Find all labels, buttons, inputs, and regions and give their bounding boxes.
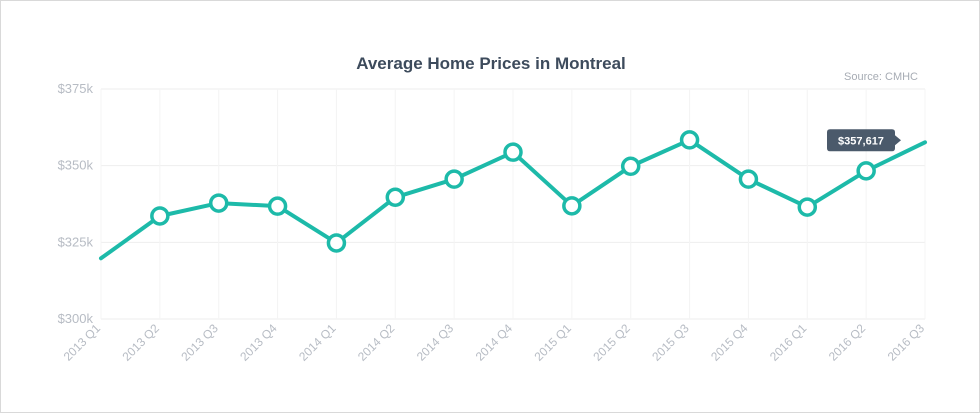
data-point[interactable] xyxy=(620,156,641,177)
data-point[interactable] xyxy=(267,196,288,216)
x-tick-label: 2014 Q4 xyxy=(473,321,516,364)
x-tick-label: 2016 Q2 xyxy=(826,321,869,364)
data-point[interactable] xyxy=(326,233,347,253)
data-point[interactable] xyxy=(385,187,406,208)
data-point[interactable] xyxy=(208,193,229,213)
x-tick-label: 2014 Q1 xyxy=(296,321,339,364)
x-tick-label: 2014 Q2 xyxy=(355,321,398,364)
x-tick-label: 2013 Q2 xyxy=(120,321,163,364)
data-point[interactable] xyxy=(797,197,818,217)
markers-layer xyxy=(150,130,876,253)
x-tick-label: 2015 Q4 xyxy=(708,321,751,364)
x-tick-label: 2014 Q3 xyxy=(414,321,457,364)
tooltip-box xyxy=(827,129,901,152)
data-point[interactable] xyxy=(503,142,523,162)
data-point[interactable] xyxy=(444,169,464,189)
data-point[interactable] xyxy=(738,169,759,189)
y-tick-label: $300k xyxy=(58,311,94,326)
x-tick-label: 2016 Q3 xyxy=(885,321,928,364)
x-tick-label: 2016 Q1 xyxy=(767,321,810,364)
tooltip-label: $357,617 xyxy=(838,135,884,147)
data-point[interactable] xyxy=(856,161,876,181)
y-tick-label: $350k xyxy=(58,158,94,173)
x-tick-label: 2013 Q3 xyxy=(178,321,221,364)
x-tick-label: 2015 Q1 xyxy=(532,321,575,364)
x-tick-label: 2013 Q4 xyxy=(237,321,280,364)
tooltip-layer: $357,617 xyxy=(827,129,901,152)
data-point[interactable] xyxy=(679,130,700,150)
x-tick-label: 2015 Q2 xyxy=(590,321,633,364)
y-axis-ticks: $375k $350k $325k $300k xyxy=(58,81,94,326)
value-tooltip: $357,617 xyxy=(827,129,901,152)
chart-title: Average Home Prices in Montreal xyxy=(356,54,626,73)
grid-lines xyxy=(100,88,926,320)
y-tick-label: $325k xyxy=(58,234,94,249)
x-tick-label: 2015 Q3 xyxy=(649,321,692,364)
data-point[interactable] xyxy=(150,206,170,226)
y-tick-label: $375k xyxy=(58,81,94,96)
chart-source: Source: CMHC xyxy=(844,71,918,83)
x-axis-ticks: 2013 Q1 2013 Q2 2013 Q3 2013 Q4 2014 Q1 2014 … xyxy=(61,321,928,364)
x-tick-label: 2013 Q1 xyxy=(61,321,104,364)
data-point[interactable] xyxy=(562,196,582,216)
